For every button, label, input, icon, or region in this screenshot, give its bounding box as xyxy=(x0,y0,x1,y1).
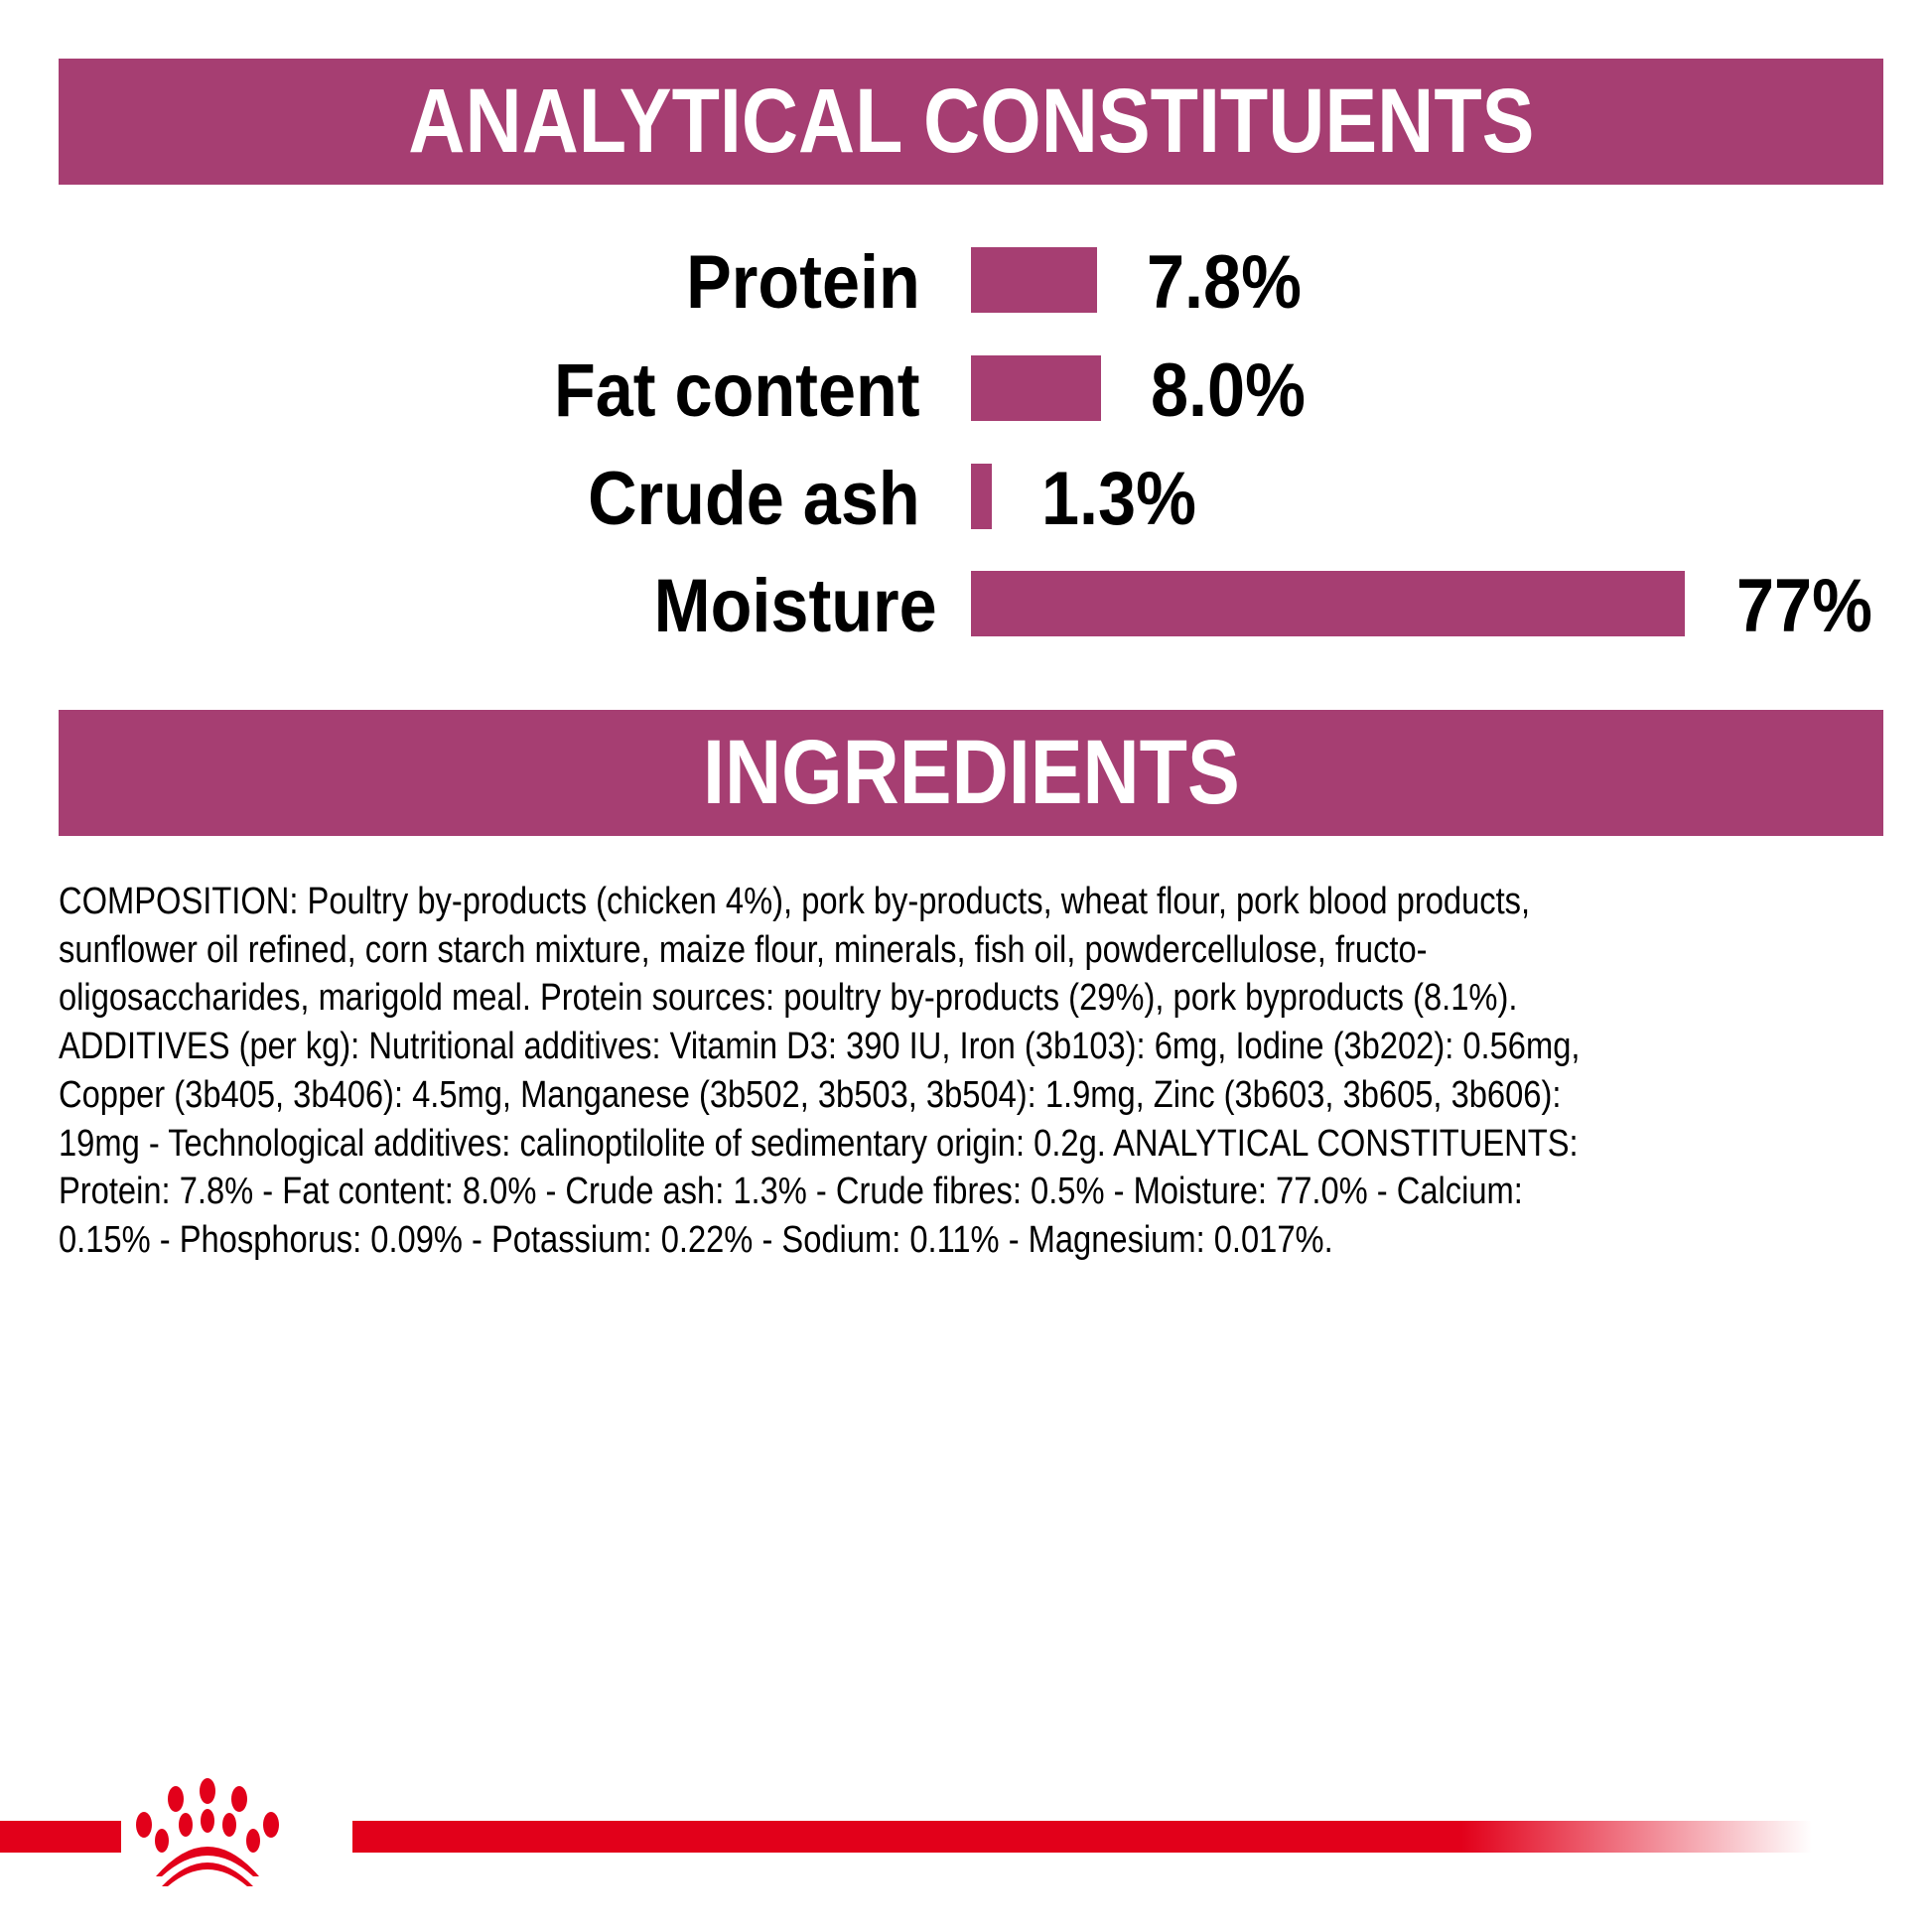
constituent-value: 1.3% xyxy=(1041,457,1197,541)
ingredients-line: Copper (3b405, 3b406): 4.5mg, Manganese … xyxy=(59,1073,1562,1116)
ingredients-line: 0.15% - Phosphorus: 0.09% - Potassium: 0… xyxy=(59,1218,1333,1261)
ingredients-title: INGREDIENTS xyxy=(702,722,1240,823)
ingredients-text: COMPOSITION: Poultry by-products (chicke… xyxy=(59,878,1828,1265)
constituent-label: Moisture xyxy=(653,564,937,648)
constituent-value: 8.0% xyxy=(1150,348,1306,433)
constituent-bar xyxy=(971,464,993,529)
analytical-header: ANALYTICAL CONSTITUENTS xyxy=(59,59,1883,185)
ingredients-line: 19mg - Technological additives: calinopt… xyxy=(59,1122,1579,1165)
footer-stripe-right xyxy=(352,1821,1812,1853)
constituent-value: 77% xyxy=(1736,564,1872,648)
constituent-bar xyxy=(971,571,1685,636)
constituent-bar xyxy=(971,247,1098,313)
ingredients-line: ADDITIVES (per kg): Nutritional additive… xyxy=(59,1026,1581,1068)
royal-canin-crown-logo xyxy=(136,1778,279,1886)
ingredients-line: oligosaccharides, marigold meal. Protein… xyxy=(59,977,1518,1020)
constituent-label: Fat content xyxy=(554,348,920,433)
ingredients-line: sunflower oil refined, corn starch mixtu… xyxy=(59,928,1428,971)
constituent-row: Moisture 77% xyxy=(0,564,1932,648)
footer-stripe-left xyxy=(0,1821,121,1853)
ingredients-line: COMPOSITION: Poultry by-products (chicke… xyxy=(59,881,1531,922)
ingredients-header: INGREDIENTS xyxy=(59,710,1883,836)
constituent-row: Fat content 8.0% xyxy=(0,348,1932,433)
constituent-bar xyxy=(971,355,1101,421)
constituent-row: Protein 7.8% xyxy=(0,240,1932,325)
ingredients-line: Protein: 7.8% - Fat content: 8.0% - Crud… xyxy=(59,1171,1523,1213)
constituent-label: Crude ash xyxy=(588,457,920,541)
constituent-row: Crude ash 1.3% xyxy=(0,457,1932,541)
constituent-value: 7.8% xyxy=(1147,240,1303,325)
constituent-label: Protein xyxy=(686,240,920,325)
analytical-title: ANALYTICAL CONSTITUENTS xyxy=(407,70,1535,172)
